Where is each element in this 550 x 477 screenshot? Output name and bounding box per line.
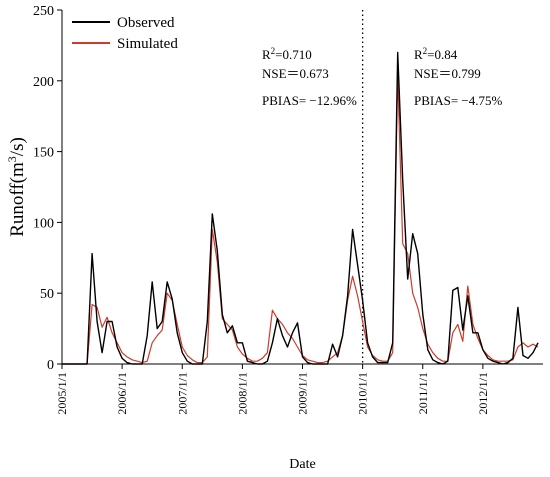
x-tick-label: 2005/1/1 — [55, 372, 69, 415]
legend-label-observed: Observed — [117, 15, 175, 31]
y-tick-label: 250 — [33, 4, 54, 19]
x-tick-label: 2008/1/1 — [235, 372, 249, 415]
pbias-value: PBIAS= −4.75% — [414, 93, 503, 108]
legend-label-simulated: Simulated — [117, 36, 178, 52]
x-tick-label: 2009/1/1 — [296, 372, 310, 415]
nse-value: NSE＝0.799 — [414, 66, 481, 81]
y-axis-title: Runoff(m3/s) — [5, 137, 28, 237]
x-tick-label: 2007/1/1 — [175, 372, 189, 415]
series-layer — [62, 51, 539, 365]
nse-value: NSE＝0.673 — [262, 66, 329, 81]
stats-block: R2=0.710 NSE＝0.673 PBIAS= −12.96% — [262, 46, 357, 108]
x-tick-label: 2006/1/1 — [115, 372, 129, 415]
y-tick-label: 50 — [40, 287, 54, 302]
legend: Observed Simulated — [72, 15, 178, 52]
r2-value: R2=0.84 — [414, 46, 458, 62]
series-line-simulated — [62, 73, 539, 365]
stats-block: R2=0.84 NSE＝0.799 PBIAS= −4.75% — [414, 46, 503, 108]
chart-axes: 0 50 100 150 200 250 2005/1/1 2006/1/1 2007/1/1 2… — [33, 4, 543, 415]
pbias-value: PBIAS= −12.96% — [262, 93, 357, 108]
annotations: R2=0.710 NSE＝0.673 PBIAS= −12.96% R2=0.84 NS… — [262, 46, 503, 108]
r2-value: R2=0.710 — [262, 46, 312, 62]
series-line-observed — [62, 51, 539, 365]
x-tick-label: 2012/1/1 — [476, 372, 490, 415]
y-tick-label: 0 — [47, 358, 54, 373]
x-tick-label: 2010/1/1 — [356, 372, 370, 415]
x-axis-title: Date — [289, 457, 315, 472]
y-tick-label: 150 — [33, 146, 54, 161]
y-tick-label: 100 — [33, 216, 54, 231]
y-tick-label: 200 — [33, 75, 54, 90]
x-tick-label: 2011/1/1 — [416, 372, 430, 414]
